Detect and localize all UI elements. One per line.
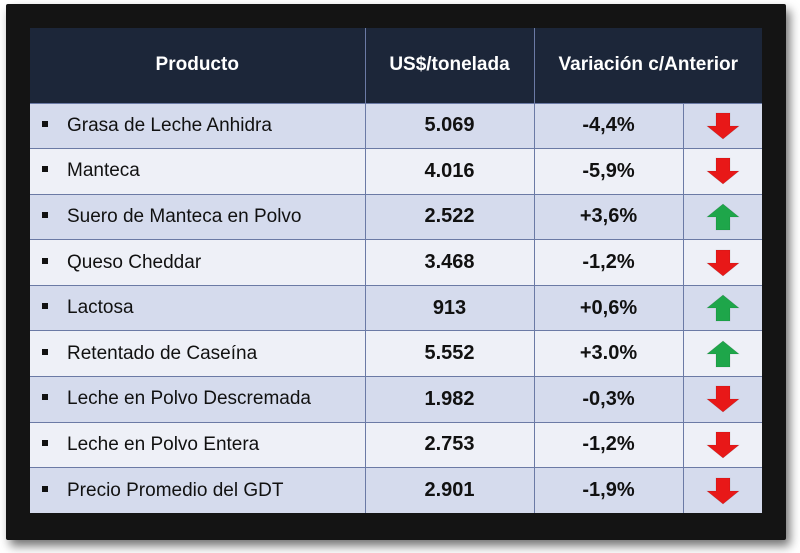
change-cell: -1,9% [534,467,684,514]
arrow-up-icon [705,203,740,231]
table-row: Queso Cheddar 3.468 -1,2% [30,239,763,286]
header-price: US$/tonelada [365,28,535,103]
arrow-down-icon [705,158,740,185]
product-name: Suero de Manteca en Polvo [67,205,302,227]
arrow-down-icon [705,386,740,413]
table-row: Manteca 4.016 -5,9% [30,148,763,195]
price-cell: 1.982 [365,376,535,423]
change-cell: +3.0% [534,330,684,377]
table-row: Suero de Manteca en Polvo 2.522 +3,6% [30,193,763,240]
price-cell: 2.522 [365,193,535,240]
table-header-row: Producto US$/tonelada Variación c/Anteri… [30,28,763,103]
table-row: Leche en Polvo Descremada 1.982 -0,3% [30,376,763,423]
table-frame: Producto US$/tonelada Variación c/Anteri… [6,4,786,540]
product-cell: Suero de Manteca en Polvo [30,193,366,240]
product-cell: Retentado de Caseína [30,330,366,377]
price-cell: 3.468 [365,239,535,286]
table-row: Leche en Polvo Entera 2.753 -1,2% [30,421,763,468]
arrow-down-icon [705,249,740,276]
product-cell: Leche en Polvo Entera [30,421,366,468]
change-cell: -1,2% [534,239,684,286]
table-row: Lactosa 913 +0,6% [30,284,763,331]
trend-cell [683,148,763,195]
product-cell: Grasa de Leche Anhidra [30,102,366,149]
table-row: Grasa de Leche Anhidra 5.069 -4,4% [30,102,763,149]
trend-cell [683,330,763,377]
change-cell: -1,2% [534,421,684,468]
bullet-icon [42,394,48,401]
price-cell: 2.753 [365,421,535,468]
arrow-up-icon [705,340,740,368]
trend-cell [683,421,763,468]
bullet-icon [42,166,48,173]
bullet-icon [42,439,48,446]
trend-cell [683,102,763,149]
product-cell: Queso Cheddar [30,239,366,286]
dairy-prices-table: Producto US$/tonelada Variación c/Anteri… [30,28,763,514]
trend-cell [683,376,763,423]
table-row: Precio Promedio del GDT 2.901 -1,9% [30,467,763,514]
price-cell: 4.016 [365,148,535,195]
arrow-down-icon [705,112,740,140]
arrow-down-icon [705,431,740,459]
product-name: Leche en Polvo Entera [67,433,260,455]
header-product: Producto [30,28,366,103]
table-row: Retentado de Caseína 5.552 +3.0% [30,330,763,377]
bullet-icon [42,485,48,492]
product-name: Retentado de Caseína [67,342,258,364]
trend-cell [683,284,763,331]
price-cell: 5.069 [365,102,535,149]
product-name: Lactosa [67,297,134,319]
header-change: Variación c/Anterior [534,28,763,103]
change-cell: -4,4% [534,102,684,149]
bullet-icon [42,348,48,355]
product-name: Leche en Polvo Descremada [67,388,311,410]
product-name: Queso Cheddar [67,251,202,273]
product-cell: Leche en Polvo Descremada [30,376,366,423]
change-cell: -0,3% [534,376,684,423]
table-panel: Producto US$/tonelada Variación c/Anteri… [30,28,763,514]
product-name: Precio Promedio del GDT [67,479,284,501]
trend-cell [683,467,763,514]
product-name: Grasa de Leche Anhidra [67,114,272,136]
bullet-icon [42,120,48,127]
product-name: Manteca [67,160,140,182]
product-cell: Lactosa [30,284,366,331]
product-cell: Precio Promedio del GDT [30,467,366,514]
change-cell: +0,6% [534,284,684,331]
price-cell: 913 [365,284,535,331]
trend-cell [683,193,763,240]
table-body: Grasa de Leche Anhidra 5.069 -4,4% Manteca 4… [30,102,763,514]
bullet-icon [42,303,48,310]
price-cell: 5.552 [365,330,535,377]
bullet-icon [42,257,48,264]
arrow-down-icon [705,477,740,505]
bullet-icon [42,211,48,218]
price-cell: 2.901 [365,467,535,514]
change-cell: -5,9% [534,148,684,195]
trend-cell [683,239,763,286]
change-cell: +3,6% [534,193,684,240]
arrow-up-icon [705,294,740,322]
product-cell: Manteca [30,148,366,195]
